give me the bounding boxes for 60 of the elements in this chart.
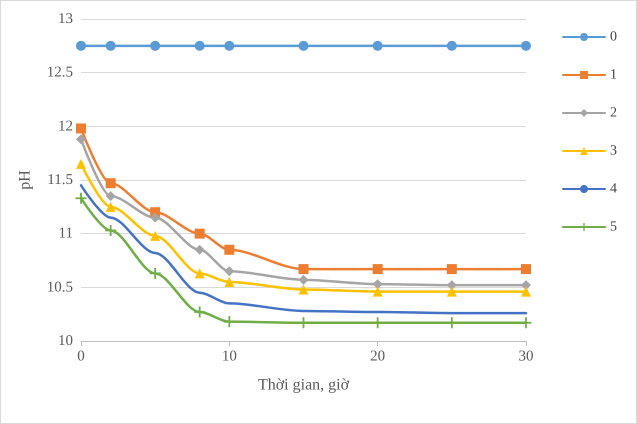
y-tick-label: 13 bbox=[58, 11, 73, 27]
point bbox=[224, 266, 234, 276]
legend-label: 2 bbox=[610, 106, 617, 120]
point bbox=[446, 280, 457, 290]
point bbox=[194, 228, 205, 239]
y-tick-label: 10.5 bbox=[46, 279, 73, 296]
point bbox=[298, 274, 308, 285]
x-axis-title: Thời gian, giờ bbox=[258, 376, 350, 394]
point bbox=[298, 264, 308, 274]
point bbox=[150, 40, 160, 51]
y-tick-label: 11 bbox=[58, 226, 73, 242]
legend-label: 1 bbox=[610, 68, 617, 82]
point bbox=[106, 178, 116, 188]
point bbox=[372, 264, 383, 274]
legend-label: 3 bbox=[610, 144, 617, 158]
point bbox=[194, 306, 206, 318]
point bbox=[76, 123, 86, 134]
point bbox=[521, 286, 531, 297]
point bbox=[194, 40, 205, 51]
point bbox=[521, 264, 531, 274]
point bbox=[446, 286, 457, 297]
point bbox=[521, 280, 531, 290]
line-series bbox=[80, 184, 528, 314]
x-tick-label: 20 bbox=[370, 348, 386, 364]
point bbox=[76, 134, 86, 144]
point bbox=[106, 202, 116, 212]
y-tick-label: 10 bbox=[58, 333, 73, 349]
point bbox=[106, 191, 116, 202]
point bbox=[372, 40, 383, 51]
point bbox=[194, 268, 205, 278]
point bbox=[106, 40, 116, 51]
point bbox=[194, 244, 205, 255]
point bbox=[224, 40, 234, 51]
y-tick-label: 12 bbox=[58, 118, 73, 134]
point bbox=[372, 286, 383, 297]
x-tick-label: 0 bbox=[77, 348, 85, 364]
point bbox=[521, 40, 531, 51]
point bbox=[446, 264, 457, 274]
point bbox=[76, 158, 86, 169]
point bbox=[76, 40, 86, 51]
point bbox=[105, 224, 116, 236]
point bbox=[150, 268, 161, 279]
legend-label: 4 bbox=[610, 182, 617, 196]
point bbox=[150, 212, 160, 223]
legend-label: 5 bbox=[610, 220, 617, 234]
point bbox=[298, 284, 308, 294]
x-tick-label: 10 bbox=[222, 348, 237, 364]
point bbox=[224, 276, 234, 287]
point bbox=[446, 40, 457, 51]
point bbox=[76, 192, 86, 204]
point bbox=[298, 40, 308, 51]
point bbox=[150, 230, 160, 241]
point bbox=[372, 279, 383, 290]
y-tick-label: 11.5 bbox=[47, 172, 73, 188]
y-tick-label: 12.5 bbox=[46, 64, 73, 81]
legend-label: 0 bbox=[610, 30, 617, 44]
point bbox=[224, 244, 234, 255]
point bbox=[224, 316, 235, 328]
y-axis-title: pH bbox=[16, 170, 34, 190]
x-tick-label: 30 bbox=[518, 348, 534, 364]
